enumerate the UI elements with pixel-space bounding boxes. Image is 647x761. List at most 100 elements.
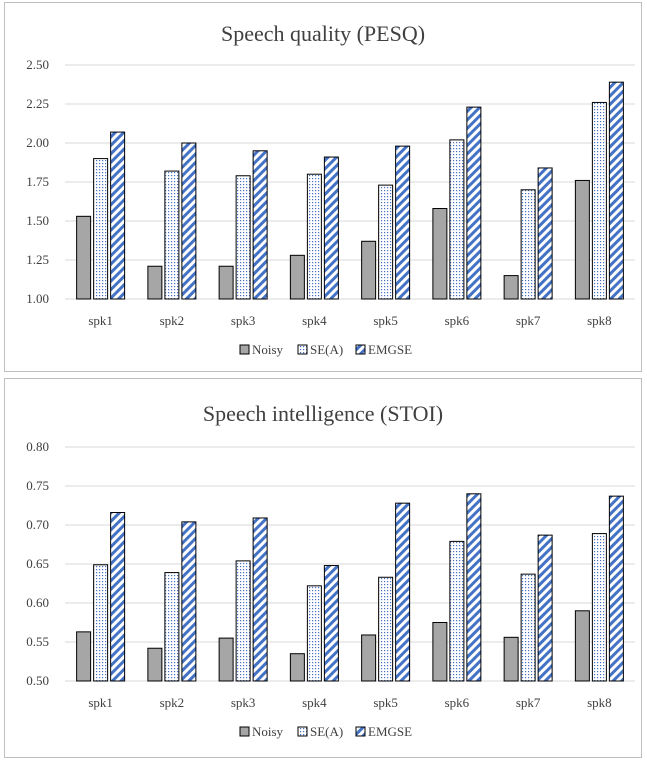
bar-emgse-spk8 <box>608 495 624 682</box>
bar-sea-spk8 <box>591 101 607 300</box>
legend-label: SE(A) <box>310 342 343 357</box>
x-tick-label: spk5 <box>373 695 398 710</box>
legend-item-sea: SE(A) <box>297 724 343 739</box>
pesq-chart: Speech quality (PESQ) 1.00 1.25 1.50 1.75 2.0… <box>26 21 635 357</box>
bar-emgse-spk8 <box>608 81 624 300</box>
x-tick-label: spk7 <box>516 313 541 328</box>
bar-emgse-spk2 <box>181 521 197 682</box>
bar-sea-spk8 <box>591 533 607 682</box>
bar-noisy-spk7 <box>503 275 519 300</box>
stoi-chart: Speech intelligence (STOI) 0.50 0.55 0.60 0.… <box>26 401 635 739</box>
y-tick-label: 1.00 <box>26 291 49 306</box>
x-tick-label: spk2 <box>160 313 185 328</box>
legend-swatch <box>355 726 366 737</box>
y-tick-label: 2.50 <box>26 57 49 72</box>
bar-sea-spk6 <box>449 540 465 682</box>
y-tick-label: 0.55 <box>26 634 49 649</box>
x-tick-label: spk2 <box>160 695 185 710</box>
y-tick-label: 0.65 <box>26 556 49 571</box>
bar-noisy-spk5 <box>361 634 377 682</box>
bar-sea-spk5 <box>378 184 394 300</box>
legend-label: Noisy <box>252 342 284 357</box>
bar-sea-spk1 <box>93 158 109 300</box>
bar-emgse-spk6 <box>466 493 482 682</box>
bar-emgse-spk1 <box>110 512 126 682</box>
bar-noisy-spk4 <box>289 653 305 682</box>
legend-swatch <box>297 344 308 355</box>
x-tick-label: spk3 <box>231 313 256 328</box>
bar-noisy-spk8 <box>574 610 590 682</box>
bar-sea-spk7 <box>520 573 536 682</box>
legend-swatch <box>297 726 308 737</box>
bar-noisy-spk3 <box>218 637 234 682</box>
legend-label: Noisy <box>252 724 284 739</box>
legend-swatch <box>239 726 250 737</box>
bar-sea-spk6 <box>449 139 465 300</box>
pesq-chart-panel: Speech quality (PESQ) 1.00 1.25 1.50 1.75 2.0… <box>4 2 642 372</box>
bar-emgse-spk4 <box>323 156 339 300</box>
y-tick-label: 0.75 <box>26 478 49 493</box>
bar-sea-spk3 <box>235 560 251 682</box>
x-tick-label: spk8 <box>587 695 612 710</box>
y-tick-label: 1.50 <box>26 213 49 228</box>
bar-sea-spk3 <box>235 175 251 300</box>
bar-noisy-spk7 <box>503 636 519 682</box>
bar-sea-spk2 <box>164 572 180 682</box>
bar-emgse-spk3 <box>252 517 268 682</box>
chart-title: Speech quality (PESQ) <box>221 21 425 46</box>
x-tick-label: spk1 <box>88 695 113 710</box>
bar-emgse-spk7 <box>537 534 553 682</box>
y-tick-label: 0.50 <box>26 673 49 688</box>
legend-item-noisy: Noisy <box>239 724 284 739</box>
bar-sea-spk4 <box>306 585 322 682</box>
legend-label: EMGSE <box>368 724 412 739</box>
bar-emgse-spk3 <box>252 150 268 300</box>
bar-sea-spk5 <box>378 576 394 682</box>
legend-swatch <box>355 344 366 355</box>
bar-emgse-spk7 <box>537 167 553 300</box>
y-tick-label: 2.00 <box>26 135 49 150</box>
stoi-chart-panel: Speech intelligence (STOI) 0.50 0.55 0.60 0.… <box>4 378 642 758</box>
y-tick-label: 1.25 <box>26 252 49 267</box>
x-tick-label: spk1 <box>88 313 113 328</box>
bar-noisy-spk5 <box>361 240 377 300</box>
bar-noisy-spk6 <box>432 622 448 682</box>
bar-emgse-spk5 <box>395 145 411 300</box>
bar-sea-spk7 <box>520 189 536 300</box>
legend-swatch <box>239 344 250 355</box>
legend-item-emgse: EMGSE <box>355 342 412 357</box>
y-tick-label: 2.25 <box>26 96 49 111</box>
x-tick-label: spk8 <box>587 313 612 328</box>
x-tick-label: spk5 <box>373 313 398 328</box>
x-tick-label: spk3 <box>231 695 256 710</box>
bar-noisy-spk1 <box>76 631 92 682</box>
y-tick-label: 0.60 <box>26 595 49 610</box>
bar-sea-spk4 <box>306 173 322 300</box>
legend-item-noisy: Noisy <box>239 342 284 357</box>
y-tick-label: 1.75 <box>26 174 49 189</box>
legend-label: SE(A) <box>310 724 343 739</box>
x-tick-label: spk4 <box>302 313 327 328</box>
x-tick-label: spk6 <box>445 695 470 710</box>
y-tick-label: 0.70 <box>26 517 49 532</box>
legend-item-sea: SE(A) <box>297 342 343 357</box>
y-tick-label: 0.80 <box>26 439 49 454</box>
x-tick-label: spk4 <box>302 695 327 710</box>
bar-emgse-spk2 <box>181 142 197 300</box>
chart-title: Speech intelligence (STOI) <box>203 401 443 426</box>
bar-noisy-spk3 <box>218 265 234 300</box>
bar-sea-spk1 <box>93 564 109 682</box>
legend-item-emgse: EMGSE <box>355 724 412 739</box>
bar-emgse-spk6 <box>466 106 482 300</box>
bar-noisy-spk4 <box>289 254 305 300</box>
bar-noisy-spk8 <box>574 179 590 300</box>
bar-emgse-spk5 <box>395 502 411 682</box>
bar-sea-spk2 <box>164 170 180 300</box>
bar-noisy-spk2 <box>147 265 163 300</box>
bar-emgse-spk4 <box>323 565 339 682</box>
bar-noisy-spk1 <box>76 215 92 300</box>
bar-emgse-spk1 <box>110 131 126 300</box>
bar-noisy-spk6 <box>432 208 448 300</box>
bar-noisy-spk2 <box>147 647 163 682</box>
x-tick-label: spk6 <box>445 313 470 328</box>
